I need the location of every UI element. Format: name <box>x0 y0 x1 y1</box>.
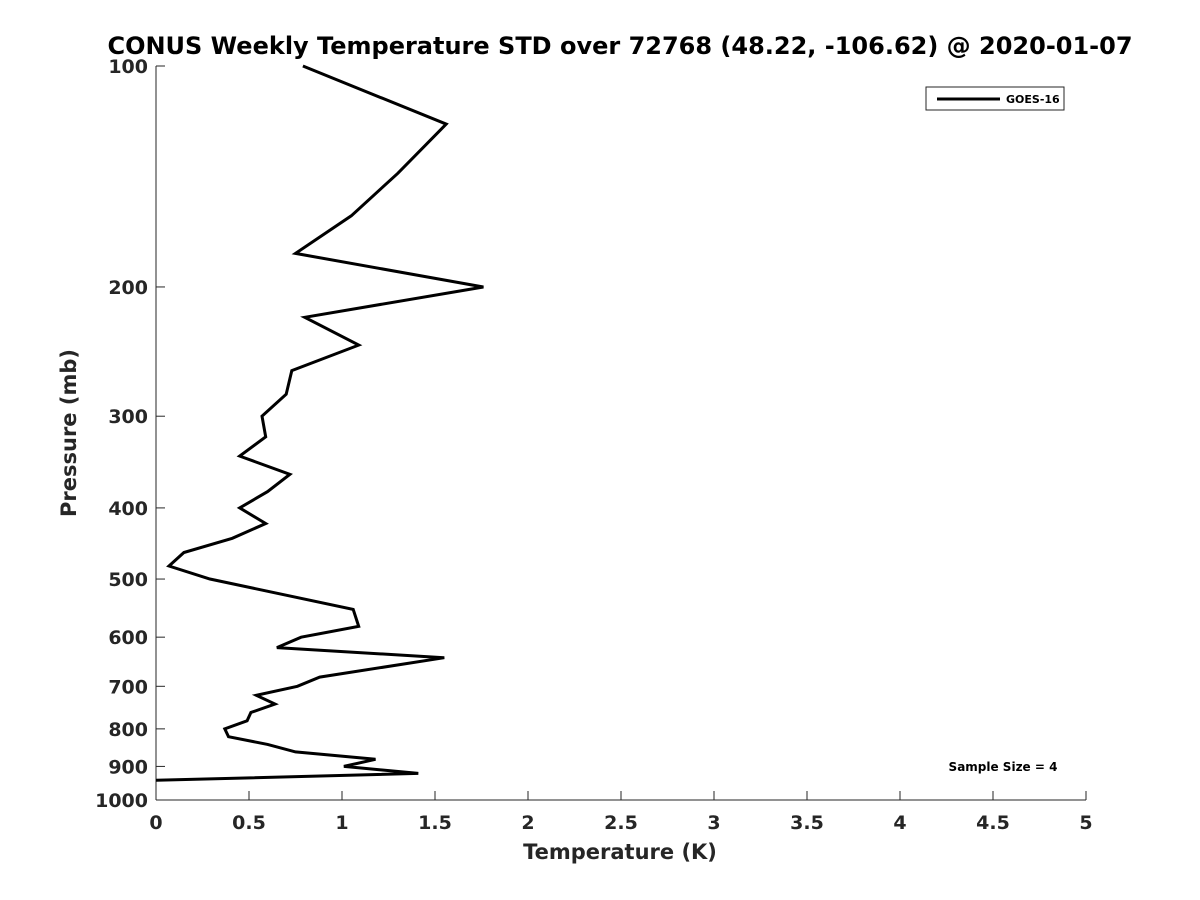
y-tick-label: 200 <box>108 277 148 299</box>
y-tick-label: 800 <box>108 719 148 741</box>
x-tick-label: 3.5 <box>790 812 824 834</box>
y-tick-label: 600 <box>108 627 148 649</box>
series-layer <box>155 64 484 782</box>
legend-entry-label: GOES-16 <box>1006 93 1060 106</box>
y-tick-label: 400 <box>108 498 148 520</box>
x-axis-label: Temperature (K) <box>523 840 717 864</box>
x-tick-label: 2 <box>521 812 534 834</box>
y-tick-label: 900 <box>108 756 148 778</box>
x-tick-label: 4 <box>893 812 906 834</box>
sample-size-annotation: Sample Size = 4 <box>949 760 1058 774</box>
x-tick-label: 1.5 <box>418 812 452 834</box>
x-tick-label: 4.5 <box>976 812 1010 834</box>
x-tick-label: 0 <box>149 812 162 834</box>
series-line-goes-16 <box>155 64 484 782</box>
y-tick-label: 500 <box>108 569 148 591</box>
x-tick-label: 5 <box>1079 812 1092 834</box>
y-tick-label: 700 <box>108 676 148 698</box>
plot-background <box>156 66 1086 800</box>
y-axis: 100 200 300 400 500 600 700 800 900 1000 <box>95 56 165 812</box>
x-axis: 0 0.5 1 1.5 2 2.5 3 3.5 4 4.5 5 <box>149 791 1093 834</box>
x-tick-label: 2.5 <box>604 812 638 834</box>
y-tick-label: 300 <box>108 406 148 428</box>
y-axis-label: Pressure (mb) <box>57 349 81 517</box>
chart-title: CONUS Weekly Temperature STD over 72768 … <box>107 32 1132 60</box>
y-tick-label: 1000 <box>95 790 148 812</box>
y-tick-label: 100 <box>108 56 148 78</box>
x-tick-label: 0.5 <box>232 812 266 834</box>
x-tick-label: 3 <box>707 812 720 834</box>
x-tick-label: 1 <box>335 812 348 834</box>
plot-area <box>156 66 1086 800</box>
legend: GOES-16 <box>925 86 1065 111</box>
